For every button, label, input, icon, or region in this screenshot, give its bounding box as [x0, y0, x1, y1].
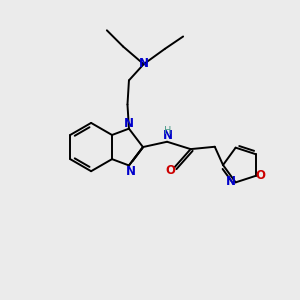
Text: O: O — [256, 169, 266, 182]
Text: N: N — [125, 165, 135, 178]
Text: H: H — [164, 126, 171, 136]
Text: O: O — [165, 164, 175, 177]
Text: N: N — [139, 57, 149, 70]
Text: N: N — [124, 117, 134, 130]
Text: N: N — [163, 129, 173, 142]
Text: N: N — [226, 175, 236, 188]
